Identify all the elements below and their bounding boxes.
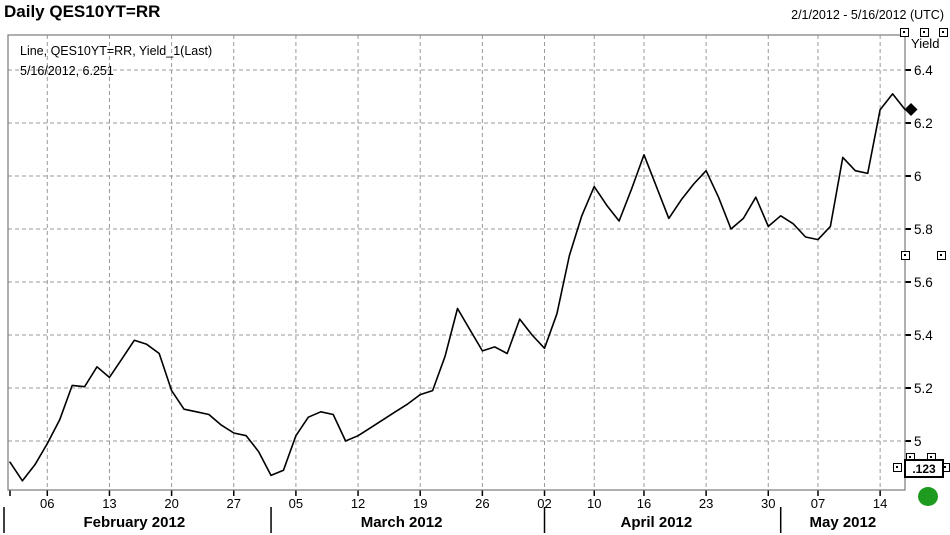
y-axis-tick-label: 6.4 [914, 63, 933, 78]
x-axis-tick-label: 05 [289, 496, 303, 511]
y-axis-tick-label: 5.2 [914, 381, 933, 396]
x-axis-tick-label: 23 [699, 496, 713, 511]
x-axis-tick-label: 20 [164, 496, 178, 511]
date-range: 2/1/2012 - 5/16/2012 (UTC) [791, 8, 944, 22]
month-label: March 2012 [361, 514, 443, 531]
x-axis-tick-label: 02 [537, 496, 551, 511]
x-axis-tick-label: 13 [102, 496, 116, 511]
price-line [9, 93, 906, 482]
legend-series-label: Line, QES10YT=RR, Yield_1(Last) [20, 44, 213, 58]
chart-title: Daily QES10YT=RR [4, 2, 161, 21]
y-axis-title: Yield [911, 36, 940, 51]
x-axis-tick-label: 30 [761, 496, 775, 511]
status-dot-icon [918, 487, 938, 506]
last-price-diamond-icon [904, 102, 918, 116]
x-axis-tick-label: 26 [475, 496, 489, 511]
y-axis-tick-label: 5.8 [914, 222, 933, 237]
plot-border [7, 34, 906, 491]
x-axis-tick-label: 16 [637, 496, 651, 511]
selection-handle-icon[interactable] [920, 28, 929, 37]
x-axis-tick-label: 10 [587, 496, 601, 511]
x-axis-tick-label: 19 [413, 496, 427, 511]
selection-handle-icon[interactable] [893, 463, 902, 472]
chart-legend: Line, QES10YT=RR, Yield_1(Last) 5/16/201… [20, 41, 212, 81]
y-axis-tick-label: 5.6 [914, 275, 933, 290]
month-label: February 2012 [83, 514, 185, 531]
selection-handle-icon[interactable] [901, 251, 910, 260]
x-axis-tick-label: 14 [873, 496, 887, 511]
legend-last-value: 5/16/2012, 6.251 [20, 64, 114, 78]
selection-handle-icon[interactable] [939, 28, 948, 37]
y-axis-tick-label: 5.4 [914, 328, 933, 343]
selection-handle-icon[interactable] [937, 251, 946, 260]
x-axis-tick-label: 06 [40, 496, 54, 511]
month-label: May 2012 [809, 514, 876, 531]
decimal-format-button[interactable]: .123 [904, 459, 944, 478]
y-axis-tick-label: 6.2 [914, 116, 933, 131]
y-axis-tick-label: 5 [914, 434, 922, 449]
selection-handle-icon[interactable] [900, 28, 909, 37]
x-axis-tick-label: 12 [351, 496, 365, 511]
x-axis-tick-label: 27 [227, 496, 241, 511]
x-axis-tick-label: 07 [811, 496, 825, 511]
month-label: April 2012 [621, 514, 693, 531]
y-axis-tick-label: 6 [914, 169, 922, 184]
